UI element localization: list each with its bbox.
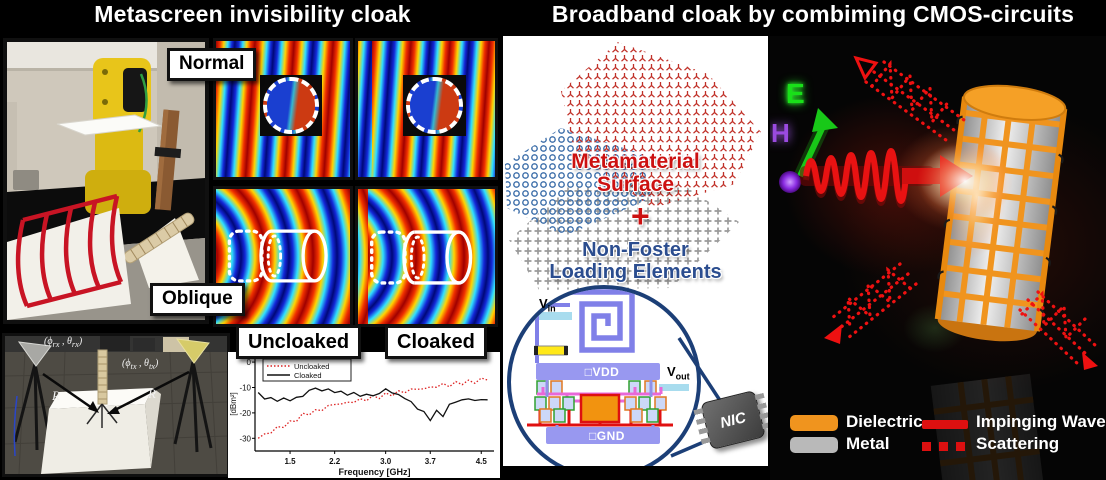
setup-photo-art — [5, 336, 227, 474]
core-block — [579, 393, 621, 424]
distance-R-left: R — [52, 388, 60, 403]
scatterer-frame — [260, 75, 322, 137]
nonfoster-label-line2: Loading Elements — [549, 261, 722, 283]
cells-lower — [539, 408, 659, 423]
distance-R-right: R — [148, 386, 156, 401]
metal-legend-label: Metal — [846, 434, 890, 453]
robot-photo-art — [7, 42, 205, 320]
vdd-rail — [536, 363, 660, 380]
metascreen-panel: Normal Oblique Uncloaked Cloaked — [2, 36, 500, 478]
svg-text:3.0: 3.0 — [380, 457, 392, 466]
robot-arm-photo — [3, 38, 209, 324]
cylinder-top-cap — [962, 84, 1067, 121]
distance-arrow-right — [107, 370, 190, 414]
chip-pins-left — [693, 408, 712, 448]
nonfoster-label-line1: Non-Foster — [582, 239, 689, 261]
svg-text:-20: -20 — [239, 409, 251, 418]
scattering-arrow-top — [864, 59, 966, 142]
metamaterial-label-line2: Surface — [596, 173, 675, 196]
spiral-inductor — [570, 289, 635, 353]
svg-text:[dBm²]: [dBm²] — [229, 392, 238, 416]
cloak-boundary-dashed-circle — [263, 76, 319, 135]
wooden-pole — [154, 109, 182, 211]
svg-text:Frequency [GHz]: Frequency [GHz] — [338, 467, 410, 477]
oblique-label: Oblique — [150, 283, 245, 316]
antenna-horn-tx — [175, 338, 210, 364]
broadband-cloak-panel: E H Dielectric Impinging Wave Metal Scat… — [770, 36, 1106, 480]
field-map-oblique-cloaked — [355, 186, 498, 327]
cloak-scene-art — [779, 55, 1098, 480]
metamaterial-label-line1: Metamaterial — [571, 150, 700, 173]
field-map-normal-cloaked — [355, 38, 498, 180]
metal-swatch — [790, 437, 838, 453]
robot-arm — [56, 58, 163, 214]
vin-label: Vin — [539, 296, 556, 314]
nic-chip: NIC — [693, 389, 768, 451]
nic-chip-label: NIC — [718, 408, 748, 432]
plus-sign: + — [631, 198, 650, 234]
cylinder-outline-overlay — [227, 229, 328, 283]
svg-text:1.5: 1.5 — [284, 457, 296, 466]
scattering-arrow-bottom-right — [1018, 290, 1098, 366]
left-section-title: Metascreen invisibility cloak — [94, 1, 411, 27]
field-map-normal-uncloaked — [213, 38, 353, 180]
red-lattice-sheet — [561, 42, 761, 208]
chip-pins-right — [754, 392, 768, 432]
e-field-label: E — [786, 78, 805, 109]
svg-text:0: 0 — [247, 358, 252, 367]
normal-label: Normal — [167, 48, 257, 81]
impinging-wave-swatch — [922, 420, 968, 429]
svg-text:Cloaked: Cloaked — [294, 371, 322, 380]
scattering-legend-label: Scattering — [976, 434, 1060, 453]
lens-flare — [917, 141, 1013, 221]
svg-text:3.7: 3.7 — [425, 457, 437, 466]
svg-text:-30: -30 — [239, 434, 251, 443]
svg-text:Uncloaked: Uncloaked — [294, 362, 329, 371]
purple-wires — [545, 380, 655, 427]
scattering-arrow-bottom-left — [830, 262, 918, 340]
cylinder-reflection — [930, 373, 1058, 480]
cable — [13, 395, 18, 457]
scatterer-frame — [403, 75, 467, 137]
rx-angles-label: (ϕrx , θrx) — [44, 336, 83, 349]
cells-upper — [536, 380, 657, 395]
distance-arrow-left — [42, 372, 99, 413]
dielectric-legend-label: Dielectric — [846, 412, 923, 431]
dielectric-swatch — [790, 415, 838, 431]
ic-layout-art — [522, 289, 689, 444]
spectrum-chart-svg: 1.5 2.2 3.0 3.7 4.5 0 -10 -20 -30 Frequency [GHz]… — [229, 357, 494, 477]
right-section-title: Broadband cloak by combiming CMOS-circui… — [551, 1, 1075, 27]
white-shelf — [56, 114, 163, 136]
scattering-arrowhead-bottom-right — [1082, 352, 1098, 370]
cloaked-label: Cloaked — [385, 325, 487, 359]
scattering-arrowhead-top — [853, 55, 879, 81]
cloak-boundary-dashed-circle — [406, 76, 464, 135]
segmented-rod-oblique — [123, 212, 195, 264]
h-field-label: H — [771, 118, 790, 148]
gnd-label: □GND — [589, 429, 625, 443]
antenna-setup-photo — [2, 333, 230, 477]
rcs-spectrum-graph: 1.5 2.2 3.0 3.7 4.5 0 -10 -20 -30 Frequency [GHz]… — [228, 352, 500, 478]
vdd-label: □VDD — [584, 365, 620, 379]
svg-text:-10: -10 — [239, 383, 251, 392]
vout-label: Vout — [667, 364, 690, 382]
tx-angles-label: (ϕtx , θtx) — [122, 358, 159, 371]
svg-text:2.2: 2.2 — [329, 457, 341, 466]
uncloaked-label: Uncloaked — [236, 325, 362, 359]
scattering-swatch — [922, 442, 968, 451]
red-cloak-frame — [15, 193, 124, 309]
svg-text:4.5: 4.5 — [476, 457, 488, 466]
tripod-right — [173, 361, 213, 453]
gnd-rail — [546, 427, 660, 444]
scattering-arrowhead-bottom-left — [824, 324, 842, 344]
cmos-cloak-panel: Metamaterial Surface + Non-Foster Loadin… — [503, 36, 768, 466]
metamaterial-sheets — [505, 42, 761, 290]
h-field-vector-ball — [779, 171, 801, 193]
cylinder-outline-overlay — [369, 230, 473, 285]
antenna-horn-rx — [17, 341, 52, 367]
impinging-wave-legend-label: Impinging Wave — [976, 412, 1106, 431]
foam-wedge-right — [135, 218, 199, 288]
